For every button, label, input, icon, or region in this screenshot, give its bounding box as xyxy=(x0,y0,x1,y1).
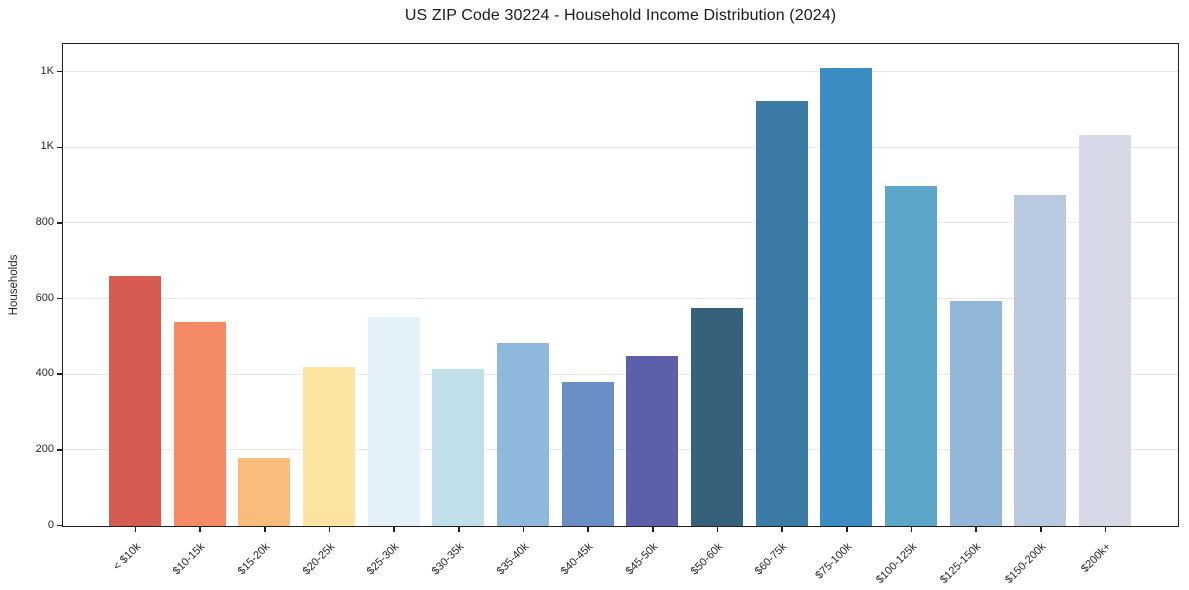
x-tick-mark xyxy=(264,527,266,532)
bar-75-100k xyxy=(820,68,873,526)
gridline xyxy=(63,71,1178,73)
bar-30-35k xyxy=(432,369,485,526)
gridline xyxy=(63,449,1178,451)
bar-25-30k xyxy=(367,317,420,526)
y-tick-label: 200 xyxy=(35,442,54,455)
x-tick-mark xyxy=(910,527,913,532)
x-tick-label: < $10k xyxy=(110,540,143,573)
x-tick-label: $45-50k xyxy=(623,540,661,578)
x-tick-label: $60-75k xyxy=(752,540,790,578)
x-tick-label: $50-60k xyxy=(688,540,725,578)
bar-10k xyxy=(109,276,161,526)
x-tick-mark xyxy=(393,527,395,532)
x-tick-label: $25-30k xyxy=(364,540,402,578)
x-tick-label: $200k+ xyxy=(1078,540,1113,575)
y-tick-mark xyxy=(57,146,62,149)
y-axis-label: Households xyxy=(8,254,20,316)
bar-35-40k xyxy=(497,342,549,526)
x-tick-label: $40-45k xyxy=(558,540,596,578)
y-tick-label: 800 xyxy=(35,215,54,228)
gridline xyxy=(63,298,1178,300)
bar-60-75k xyxy=(755,100,808,526)
x-tick-mark xyxy=(652,527,654,532)
x-tick-mark xyxy=(975,527,977,532)
y-tick-mark xyxy=(57,70,62,73)
bar-40-45k xyxy=(561,382,614,526)
x-tick-label: $75-100k xyxy=(813,540,855,582)
x-tick-label: $15-20k xyxy=(235,540,273,578)
x-tick-mark xyxy=(199,527,201,532)
x-tick-label: $10-15k xyxy=(170,540,208,578)
x-tick-mark xyxy=(1040,527,1042,532)
x-tick-label: $100-125k xyxy=(873,540,919,587)
chart-title: US ZIP Code 30224 - Household Income Dis… xyxy=(404,7,837,24)
x-tick-mark xyxy=(328,527,331,532)
bar-10-15k xyxy=(173,321,226,526)
bar-45-50k xyxy=(626,355,679,526)
y-tick-mark xyxy=(57,297,62,300)
bar-15-20k xyxy=(238,457,291,526)
x-tick-label: $20-25k xyxy=(300,540,337,578)
y-tick-mark xyxy=(57,222,62,224)
y-tick-mark xyxy=(57,524,62,527)
x-tick-mark xyxy=(1104,527,1107,532)
gridline xyxy=(63,373,1178,375)
bar-150-200k xyxy=(1014,195,1067,526)
bar-20-25k xyxy=(303,367,355,526)
x-tick-mark xyxy=(846,527,848,532)
x-tick-label: $125-150k xyxy=(938,540,984,587)
x-tick-mark xyxy=(587,527,589,532)
x-tick-label: $35-40k xyxy=(494,540,531,578)
gridline xyxy=(63,146,1178,148)
x-tick-mark xyxy=(458,527,460,532)
plot-area xyxy=(62,43,1179,527)
bar-50-60k xyxy=(691,307,743,526)
y-tick-label: 0 xyxy=(47,518,54,531)
x-tick-label: $150-200k xyxy=(1002,540,1049,587)
y-tick-mark xyxy=(57,373,62,375)
y-tick-label: 1K xyxy=(40,140,54,153)
x-tick-mark xyxy=(522,527,525,532)
x-tick-mark xyxy=(781,527,783,532)
x-tick-mark xyxy=(134,527,137,532)
bar-100-125k xyxy=(885,185,937,526)
y-tick-mark xyxy=(57,449,62,451)
bar-125-150k xyxy=(949,301,1002,526)
y-tick-label: 400 xyxy=(35,367,54,380)
bar-200k xyxy=(1079,134,1131,526)
y-tick-label: 1K xyxy=(40,64,54,77)
x-tick-mark xyxy=(716,527,719,532)
y-tick-label: 600 xyxy=(35,291,54,304)
x-tick-label: $30-35k xyxy=(429,540,467,578)
gridline xyxy=(63,222,1178,224)
